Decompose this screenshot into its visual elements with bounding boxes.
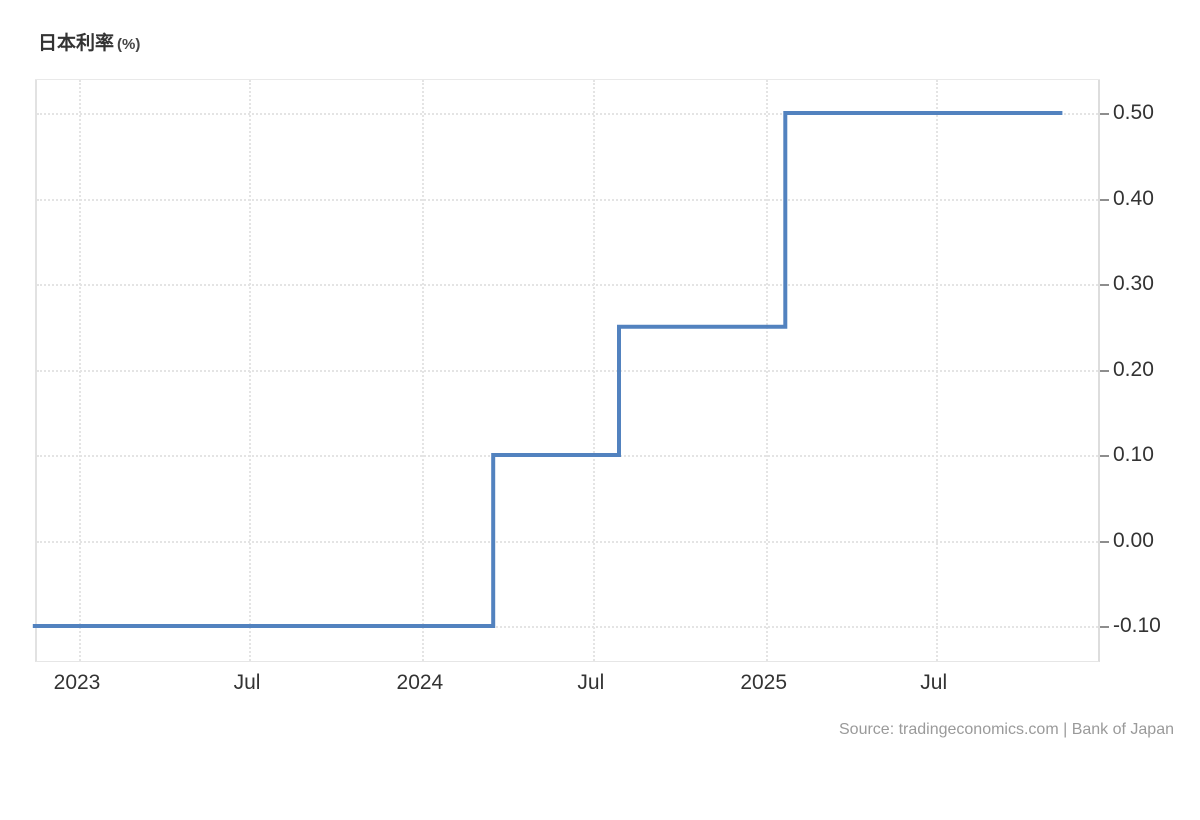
y-axis-tick-mark xyxy=(1100,369,1109,372)
gridline-vertical xyxy=(421,80,424,661)
y-axis-tick-mark xyxy=(1100,198,1109,201)
gridline-vertical xyxy=(249,80,252,661)
y-axis-tick-mark xyxy=(1100,284,1109,286)
gridline-horizontal xyxy=(37,540,1098,543)
y-axis-tick-label: 0.20 xyxy=(1113,357,1154,381)
y-axis-tick-label: 0.40 xyxy=(1113,186,1154,210)
plot-top-rule xyxy=(35,79,1100,80)
chart-title: 日本利率 (%) xyxy=(38,32,140,57)
y-axis-tick-label: 0.30 xyxy=(1113,272,1154,295)
gridline-vertical xyxy=(592,80,595,661)
y-axis-tick-mark xyxy=(1100,626,1109,628)
chart-title-main: 日本利率 xyxy=(38,33,115,54)
gridline-vertical xyxy=(765,80,768,661)
gridline-horizontal xyxy=(37,284,1098,286)
y-axis-tick-mark xyxy=(1100,455,1109,457)
y-axis-tick-label: -0.10 xyxy=(1113,614,1161,637)
gridline-horizontal xyxy=(37,369,1098,372)
x-axis-tick-label: 2025 xyxy=(740,671,788,694)
gridline-horizontal xyxy=(37,113,1098,115)
gridline-horizontal xyxy=(37,626,1098,628)
y-axis-tick-mark xyxy=(1100,540,1109,543)
y-axis-tick-mark xyxy=(1100,113,1109,115)
gridline-horizontal xyxy=(37,198,1098,201)
plot-area xyxy=(35,80,1100,662)
source-note: Source: tradingeconomics.com | Bank of J… xyxy=(839,721,1174,738)
x-axis-tick-label: Jul xyxy=(577,671,605,694)
gridline-vertical xyxy=(935,80,938,661)
x-axis-tick-label: 2024 xyxy=(396,671,444,694)
y-axis-tick-label: 0.00 xyxy=(1113,528,1154,552)
gridline-horizontal xyxy=(37,455,1098,457)
gridline-vertical xyxy=(79,80,81,661)
x-axis-tick-label: Jul xyxy=(233,671,261,694)
chart-title-unit: (%) xyxy=(117,36,141,53)
x-axis-tick-label: 2023 xyxy=(53,671,101,694)
x-axis-tick-label: Jul xyxy=(920,671,948,694)
y-axis-tick-label: 0.10 xyxy=(1113,443,1154,466)
y-axis-tick-label: 0.50 xyxy=(1113,101,1154,124)
